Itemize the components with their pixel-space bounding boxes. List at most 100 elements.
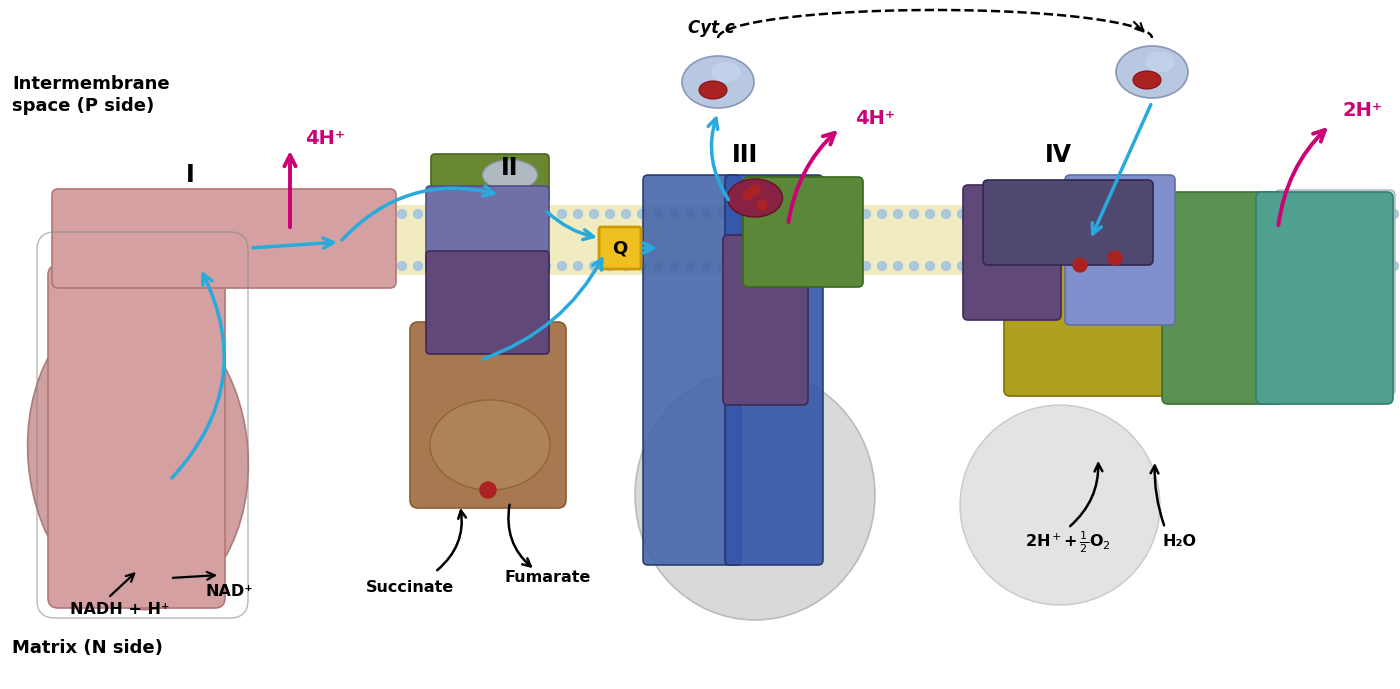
Circle shape (1085, 262, 1095, 271)
Circle shape (238, 209, 246, 218)
Circle shape (1117, 209, 1127, 218)
Circle shape (477, 209, 487, 218)
Circle shape (1072, 258, 1086, 272)
Circle shape (253, 262, 263, 271)
Text: Intermembrane
space (P side): Intermembrane space (P side) (13, 75, 169, 114)
Circle shape (270, 209, 279, 218)
Circle shape (1389, 209, 1399, 218)
Circle shape (398, 262, 406, 271)
Circle shape (743, 190, 753, 200)
Circle shape (1309, 209, 1319, 218)
Circle shape (718, 209, 727, 218)
Circle shape (301, 209, 311, 218)
Bar (57, 205, 1394, 275)
Circle shape (1341, 262, 1351, 271)
Circle shape (589, 262, 599, 271)
Circle shape (238, 262, 246, 271)
Circle shape (622, 209, 630, 218)
Circle shape (1134, 262, 1142, 271)
FancyBboxPatch shape (963, 185, 1061, 320)
Circle shape (798, 262, 806, 271)
Circle shape (1341, 209, 1351, 218)
Ellipse shape (1133, 71, 1161, 89)
Circle shape (925, 209, 935, 218)
Circle shape (1277, 262, 1287, 271)
Circle shape (1309, 262, 1319, 271)
Circle shape (1165, 209, 1175, 218)
Circle shape (1197, 262, 1207, 271)
Circle shape (141, 262, 151, 271)
Circle shape (94, 209, 102, 218)
Circle shape (701, 262, 711, 271)
Circle shape (718, 262, 727, 271)
Circle shape (221, 209, 231, 218)
Circle shape (206, 262, 214, 271)
Circle shape (749, 262, 759, 271)
Circle shape (1261, 209, 1271, 218)
Text: III: III (732, 143, 759, 167)
Circle shape (1326, 209, 1334, 218)
Circle shape (1389, 262, 1399, 271)
FancyBboxPatch shape (599, 227, 641, 269)
Circle shape (350, 209, 358, 218)
Circle shape (1246, 262, 1254, 271)
Ellipse shape (728, 179, 783, 217)
Circle shape (1229, 209, 1239, 218)
Circle shape (606, 209, 615, 218)
Circle shape (365, 262, 375, 271)
Circle shape (1005, 209, 1015, 218)
FancyBboxPatch shape (426, 251, 549, 354)
Circle shape (1261, 262, 1271, 271)
Circle shape (574, 209, 582, 218)
Circle shape (846, 209, 854, 218)
Ellipse shape (960, 405, 1161, 605)
Circle shape (1294, 209, 1302, 218)
Circle shape (606, 262, 615, 271)
Circle shape (1214, 209, 1222, 218)
Circle shape (958, 262, 966, 271)
Circle shape (1294, 262, 1302, 271)
Circle shape (126, 262, 134, 271)
Circle shape (462, 209, 470, 218)
Circle shape (878, 262, 886, 271)
Circle shape (1214, 262, 1222, 271)
Circle shape (1149, 262, 1159, 271)
Text: 2H$^+$+$\,\frac{1}{2}$O$_2$: 2H$^+$+$\,\frac{1}{2}$O$_2$ (1025, 529, 1110, 555)
Circle shape (158, 209, 167, 218)
Text: IV: IV (1044, 143, 1071, 167)
Ellipse shape (699, 81, 727, 99)
Circle shape (813, 209, 823, 218)
Circle shape (622, 262, 630, 271)
Circle shape (430, 209, 438, 218)
Text: II: II (501, 156, 519, 180)
Text: 4H⁺: 4H⁺ (305, 129, 344, 147)
Circle shape (494, 209, 503, 218)
Circle shape (1037, 209, 1047, 218)
Circle shape (510, 262, 518, 271)
Circle shape (413, 209, 423, 218)
Circle shape (286, 209, 294, 218)
Ellipse shape (28, 300, 248, 610)
Circle shape (557, 209, 567, 218)
Circle shape (1358, 209, 1366, 218)
Ellipse shape (711, 62, 741, 82)
Circle shape (1102, 262, 1110, 271)
Text: Matrix (N side): Matrix (N side) (13, 639, 162, 657)
Circle shape (1373, 209, 1383, 218)
Circle shape (445, 262, 455, 271)
Text: Q: Q (612, 239, 627, 257)
Text: 4H⁺: 4H⁺ (855, 108, 895, 127)
Circle shape (430, 262, 438, 271)
Circle shape (158, 262, 167, 271)
Circle shape (94, 262, 102, 271)
Circle shape (1197, 209, 1207, 218)
Circle shape (381, 209, 391, 218)
Text: Cyt c: Cyt c (687, 19, 735, 37)
Circle shape (462, 262, 470, 271)
Circle shape (1182, 209, 1190, 218)
Circle shape (333, 209, 343, 218)
Circle shape (109, 262, 119, 271)
FancyBboxPatch shape (722, 235, 808, 405)
Circle shape (749, 209, 759, 218)
Circle shape (1149, 209, 1159, 218)
